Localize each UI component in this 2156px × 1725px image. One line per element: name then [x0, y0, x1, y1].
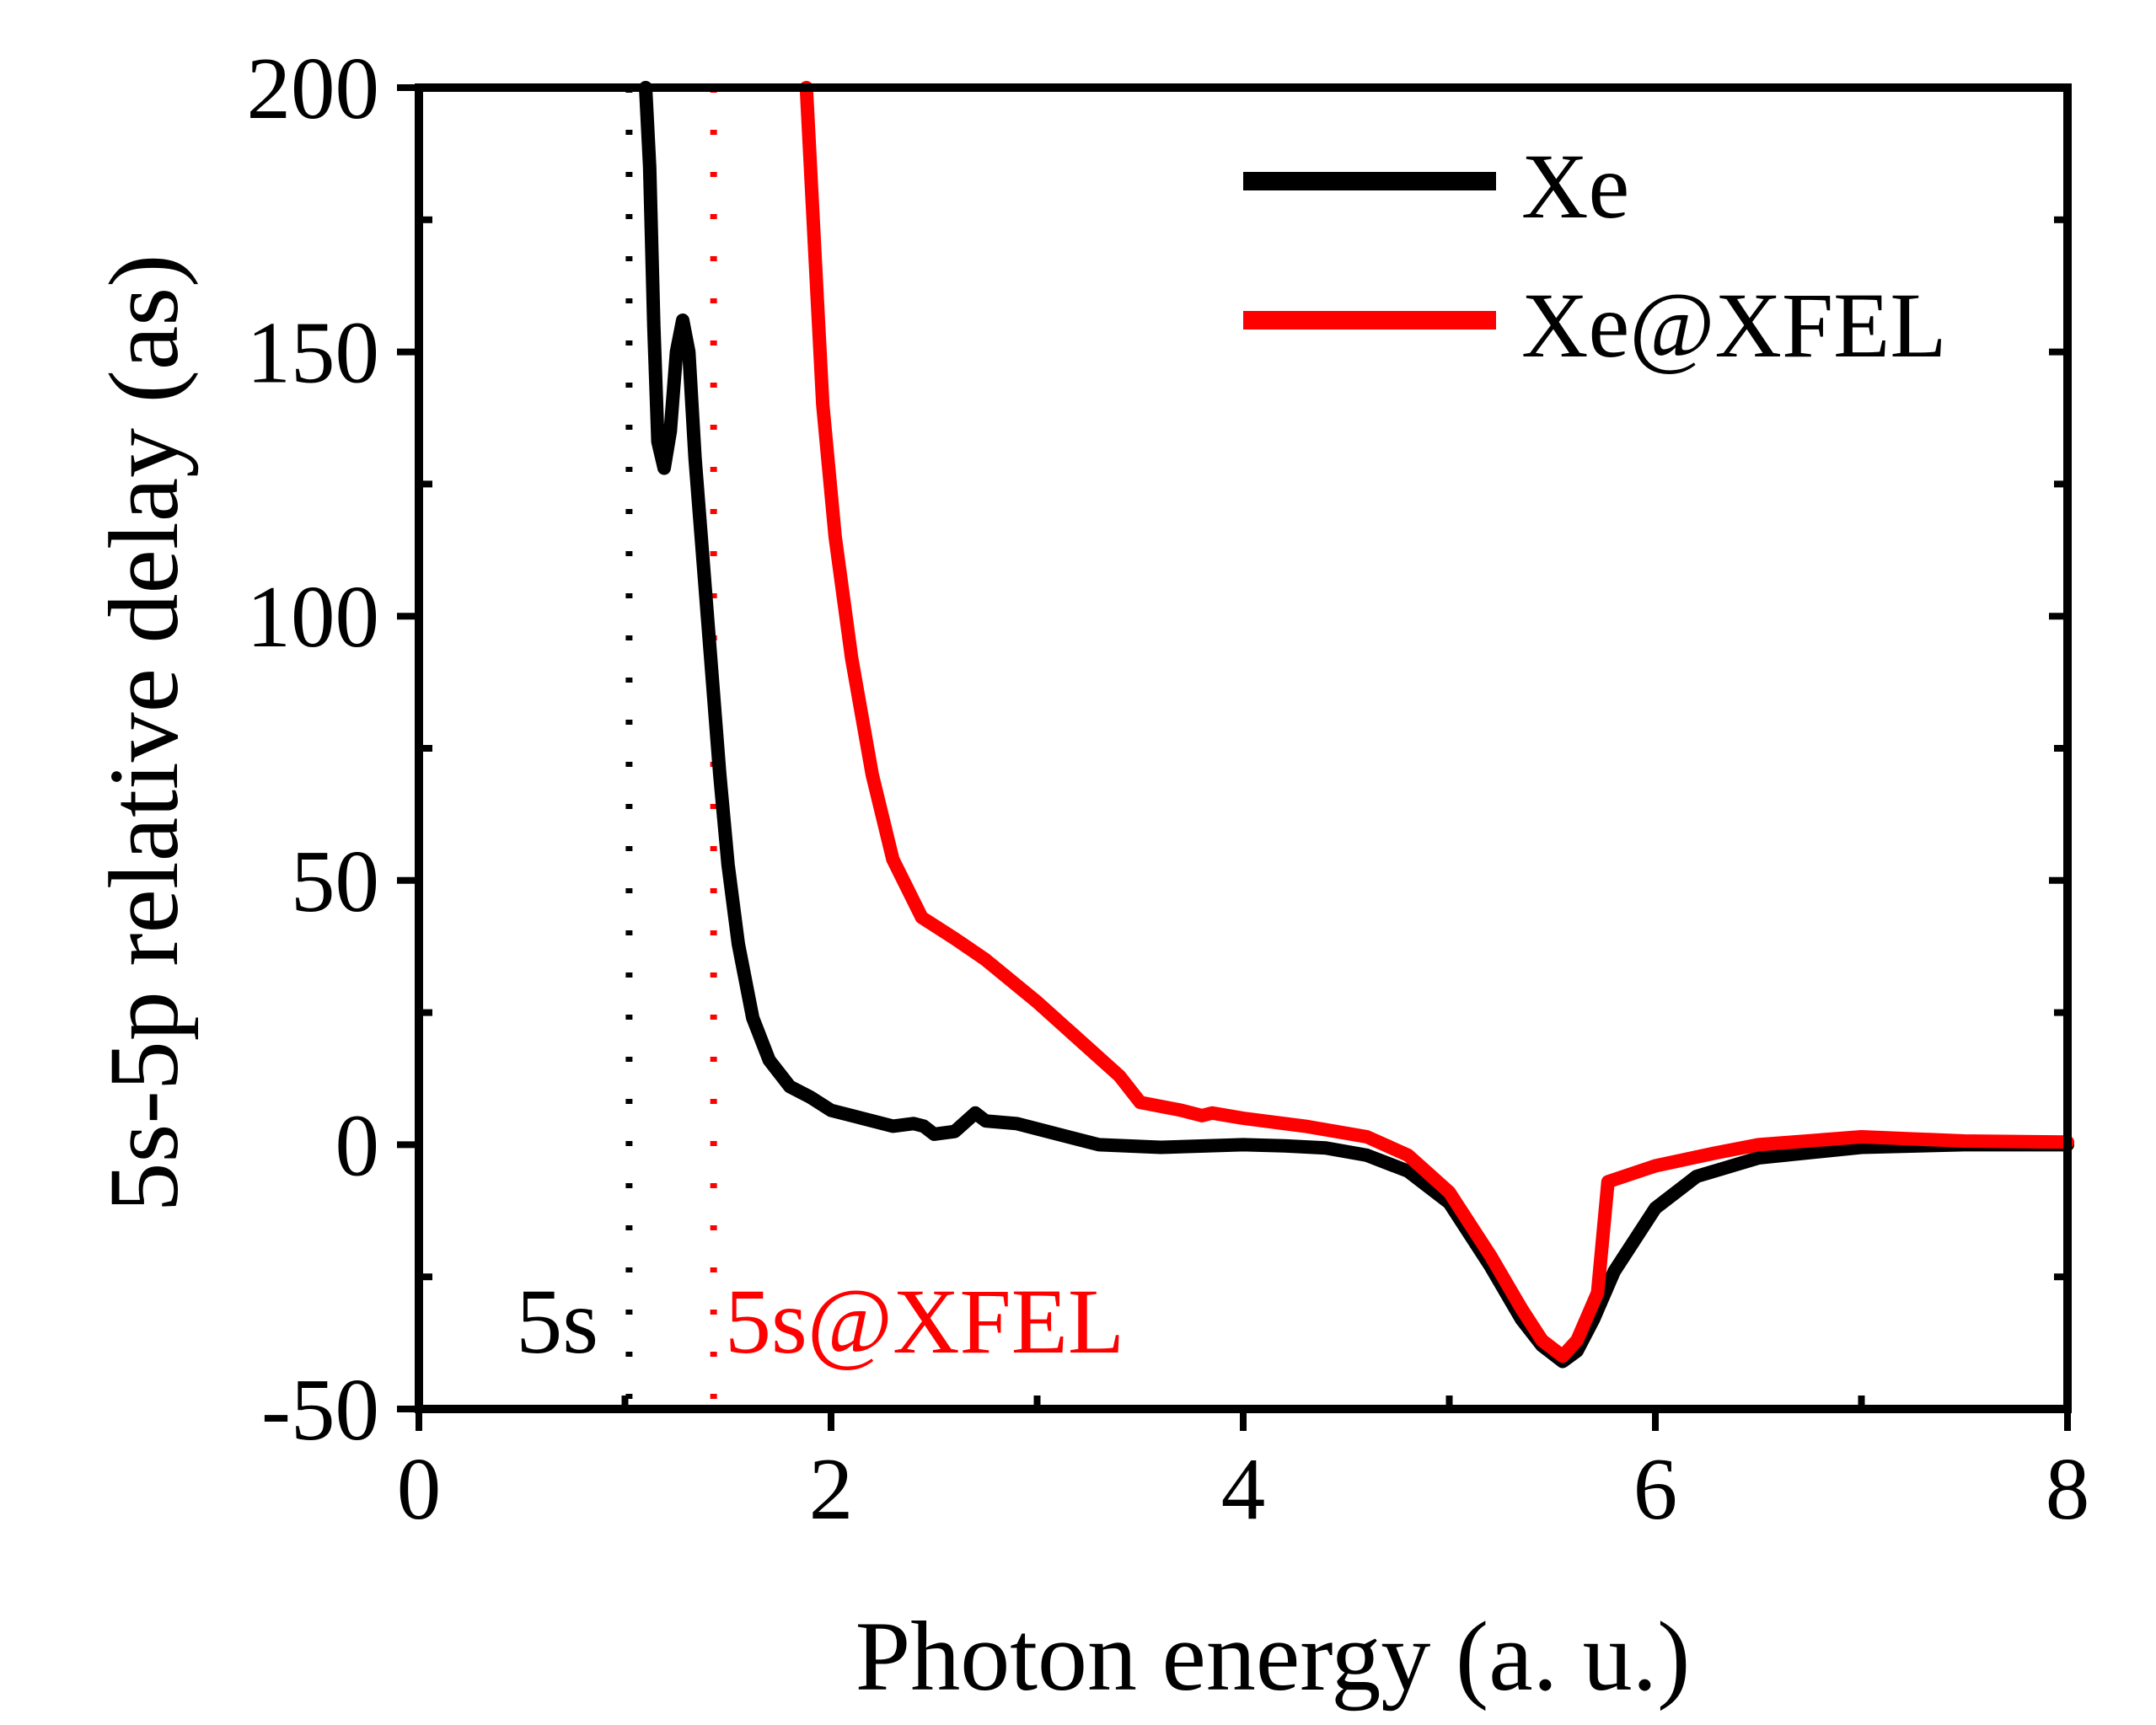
annotation-5s-xfel: 5s@XFEL: [725, 1270, 1124, 1373]
legend: Xe Xe@XFEL: [1243, 135, 1947, 377]
y-tick-label-150: 150: [247, 303, 380, 402]
x-tick-label-4: 4: [1221, 1439, 1266, 1538]
y-tick-label-200: 200: [247, 39, 380, 137]
y-axis-label: 5s-5p relative delay (as): [88, 254, 199, 1213]
plot-frame: [415, 83, 2072, 1413]
series-lines: [639, 81, 2074, 1369]
x-tick-label-2: 2: [809, 1439, 854, 1538]
series-line-xe-xfel: [799, 81, 2074, 1363]
y-tick-label--50: -50: [261, 1360, 379, 1459]
x-tick-label-0: 0: [397, 1439, 442, 1538]
legend-label-xe: Xe: [1521, 135, 1629, 238]
annotation-5s: 5s: [516, 1270, 598, 1373]
x-axis-label: Photon energy (a. u.): [855, 1601, 1691, 1712]
legend-label-xe-xfel: Xe@XFEL: [1521, 274, 1947, 377]
x-tick-label-8: 8: [2046, 1439, 2090, 1538]
y-tick-label-100: 100: [247, 567, 380, 666]
y-tick-label-50: 50: [291, 832, 379, 930]
threshold-lines: [625, 88, 717, 1409]
x-tick-label-6: 6: [1633, 1439, 1678, 1538]
y-tick-label-0: 0: [335, 1096, 380, 1194]
